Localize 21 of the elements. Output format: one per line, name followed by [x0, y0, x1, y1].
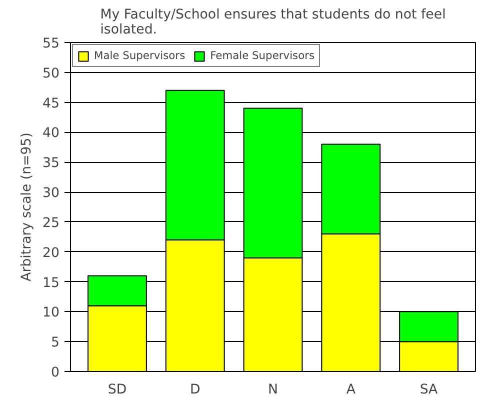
y-tick-label: 0 [51, 366, 60, 380]
x-tick-label: SA [420, 382, 438, 398]
legend-label: Female Supervisors [210, 49, 315, 62]
y-tick-label: 50 [42, 66, 60, 82]
y-tick-label: 45 [42, 96, 60, 112]
chart-title: My Faculty/School ensures that students do not feel isolated. [100, 8, 446, 38]
y-tick-label: 5 [51, 336, 60, 351]
y-axis-title: Arbitrary scale (n=95) [20, 132, 35, 282]
x-tick-label: A [346, 382, 356, 398]
y-tick-label: 40 [42, 126, 60, 142]
x-tick-label: N [268, 382, 278, 398]
x-tick-label: SD [108, 382, 127, 398]
y-tick-label: 25 [42, 216, 60, 231]
legend-label: Male Supervisors [94, 49, 186, 62]
y-tick-label: 55 [42, 36, 60, 52]
y-tick-label: 20 [42, 246, 60, 261]
y-tick-label: 35 [42, 156, 60, 172]
x-tick-label: D [190, 382, 200, 398]
y-tick-label: 30 [42, 186, 60, 202]
y-tick-label: 10 [42, 306, 60, 321]
y-tick-label: 15 [42, 276, 60, 291]
